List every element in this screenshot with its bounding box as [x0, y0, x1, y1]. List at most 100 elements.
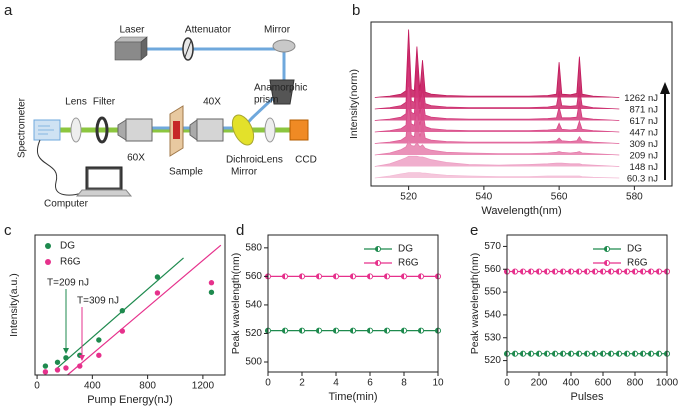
spectrum — [374, 67, 620, 121]
data-point — [559, 350, 567, 357]
y-tick-label: 560 — [245, 271, 262, 282]
annotation-arrowhead — [79, 355, 85, 361]
data-point — [543, 350, 551, 357]
diagram-label: Spectrometer — [17, 97, 28, 158]
laptop-base — [75, 189, 133, 197]
legend-label: R6G — [398, 258, 419, 269]
series-label: 148 nJ — [629, 162, 658, 173]
legend-marker — [374, 245, 382, 253]
data-point — [535, 350, 543, 357]
x-tick-label: 8 — [401, 378, 407, 389]
data-point — [54, 359, 61, 365]
data-point — [543, 268, 551, 275]
laptop-display — [88, 169, 120, 188]
legend-label: R6G — [627, 258, 648, 269]
data-point — [607, 350, 615, 357]
pump-beam — [141, 47, 286, 130]
x-tick-label: 540 — [476, 192, 493, 203]
data-point — [154, 290, 161, 296]
lens — [70, 117, 82, 143]
data-point — [567, 268, 575, 275]
diagram-label: Mirror — [231, 167, 258, 178]
diagram-label: Anamorphic — [254, 83, 307, 94]
objective-40x — [196, 118, 224, 142]
x-tick-label: 2 — [299, 378, 305, 389]
objective-tip — [189, 119, 198, 141]
laser — [114, 41, 142, 61]
x-tick-label: 520 — [400, 192, 417, 203]
data-point — [349, 327, 357, 334]
data-point — [154, 274, 161, 280]
cable — [37, 139, 83, 196]
legend-marker — [45, 243, 51, 249]
data-point — [583, 268, 591, 275]
plot-frame — [267, 234, 439, 373]
data-point — [655, 268, 663, 275]
legend-marker — [45, 259, 51, 265]
panel-letter: c — [4, 222, 12, 239]
y-axis-label: Intensity(a.u.) — [8, 273, 20, 337]
x-tick-label: 800 — [139, 381, 156, 392]
annotation-arrowhead — [63, 348, 69, 354]
data-point — [559, 268, 567, 275]
data-point — [519, 350, 527, 357]
data-point — [615, 268, 623, 275]
data-point — [119, 328, 126, 334]
x-tick-label: 0 — [265, 378, 271, 389]
x-tick-label: 400 — [563, 378, 580, 389]
data-point — [208, 289, 215, 295]
objective-tip — [117, 119, 127, 141]
y-tick-label: 530 — [484, 332, 501, 343]
x-tick-label: 580 — [626, 192, 643, 203]
series-label: 309 nJ — [629, 139, 658, 150]
plot-frame — [506, 234, 668, 373]
arrow-head — [660, 82, 670, 94]
x-tick-label: 10 — [432, 378, 444, 389]
data-point — [96, 337, 102, 343]
legend-label: R6G — [60, 257, 81, 268]
data-point — [655, 350, 663, 357]
spectrum — [374, 155, 620, 167]
data-point — [281, 327, 289, 334]
fit-line — [54, 257, 184, 371]
spectrum — [374, 172, 620, 179]
x-tick-label: 200 — [531, 378, 548, 389]
diagram-label: Mirror — [264, 25, 291, 36]
data-point — [42, 363, 49, 369]
x-tick-label: 560 — [551, 192, 568, 203]
data-point — [599, 268, 607, 275]
data-point — [332, 327, 340, 334]
spectrum — [374, 109, 620, 144]
y-tick-label: 580 — [245, 242, 262, 253]
data-point — [298, 327, 306, 334]
plot-frame — [370, 21, 673, 187]
data-point — [208, 280, 215, 286]
x-tick-label: 1000 — [656, 378, 679, 389]
y-axis-label: Intensity(norm) — [348, 69, 360, 139]
data-point — [77, 363, 83, 369]
legend-marker — [603, 259, 611, 267]
lens — [264, 117, 276, 143]
spectrum — [374, 140, 620, 156]
x-axis-label: Pump Energy(nJ) — [87, 394, 173, 406]
y-tick-label: 520 — [484, 355, 501, 366]
data-point — [607, 268, 615, 275]
diagram-label: Lens — [65, 97, 87, 108]
x-axis-label: Pulses — [570, 391, 604, 403]
series-label: 871 nJ — [629, 105, 658, 116]
diagram-label: Filter — [93, 97, 116, 108]
anamorphic-prism — [269, 79, 295, 105]
data-point — [583, 350, 591, 357]
diagram-label: CCD — [295, 155, 317, 166]
series-label: 1262 nJ — [624, 93, 658, 104]
x-tick-label: 600 — [595, 378, 612, 389]
data-point — [332, 273, 340, 280]
data-point — [567, 350, 575, 357]
x-tick-label: 0 — [34, 381, 40, 392]
x-tick-label: 6 — [367, 378, 373, 389]
fit-line — [67, 244, 222, 376]
data-point — [527, 350, 535, 357]
series-label: 617 nJ — [629, 116, 658, 127]
data-point — [366, 327, 374, 334]
diagram-label: Lens — [261, 155, 283, 166]
